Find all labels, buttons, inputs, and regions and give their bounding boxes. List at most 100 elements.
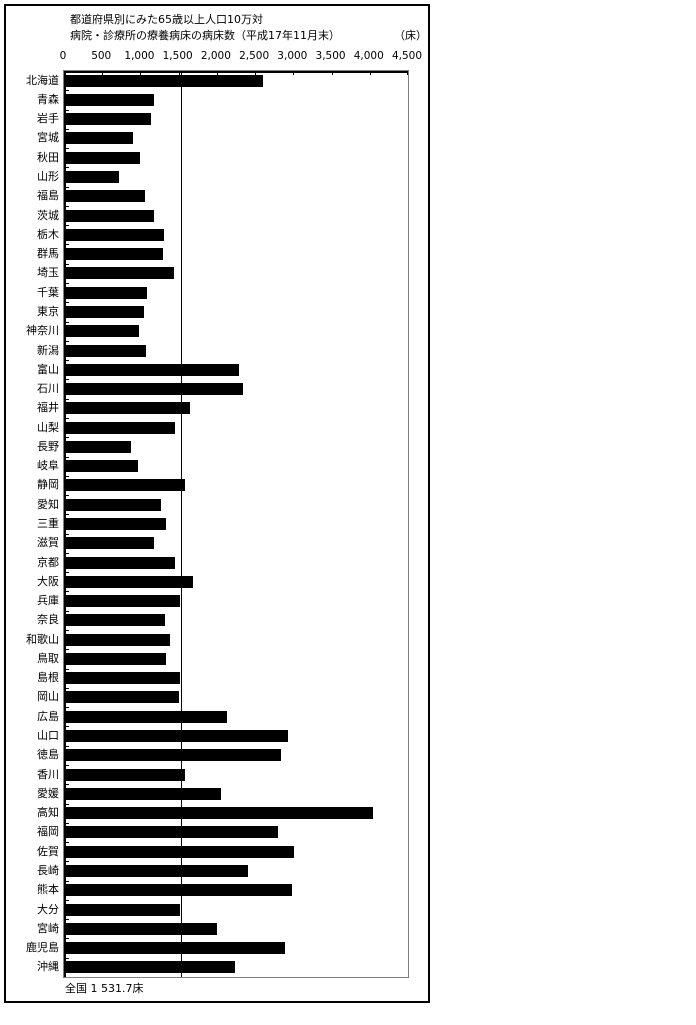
- category-label: 広島: [37, 709, 59, 723]
- bar: [65, 730, 288, 743]
- category-tick-mark: [64, 572, 69, 573]
- category-tick-mark: [64, 457, 69, 458]
- category-tick-mark: [64, 553, 69, 554]
- bar: [65, 575, 193, 588]
- chart-frame: 都道府県別にみた65歳以上人口10万対 病院・診療所の療養病床の病床数（平成17…: [4, 4, 430, 1003]
- x-axis-tick-label: 4,500: [391, 50, 423, 62]
- category-label: 北海道: [26, 73, 59, 87]
- category-tick-mark: [64, 611, 69, 612]
- bar: [65, 691, 179, 704]
- bar: [65, 884, 292, 897]
- category-label: 大阪: [37, 574, 59, 588]
- bar: [65, 190, 145, 203]
- x-axis-tick-label: 4,000: [353, 50, 384, 62]
- bar: [65, 710, 227, 723]
- category-tick-mark: [64, 167, 69, 168]
- category-tick-mark: [64, 919, 69, 920]
- category-tick-mark: [64, 476, 69, 477]
- bar: [65, 845, 294, 858]
- x-axis-line: [64, 71, 408, 73]
- category-label: 愛媛: [37, 786, 59, 800]
- category-tick-mark: [64, 669, 69, 670]
- bar: [65, 595, 180, 608]
- bar: [65, 672, 180, 685]
- national-average-reference-line: [181, 71, 182, 977]
- category-tick-mark: [64, 495, 69, 496]
- category-tick-mark: [64, 823, 69, 824]
- bar: [65, 286, 147, 299]
- bar: [65, 518, 166, 530]
- category-label: 群馬: [37, 247, 59, 261]
- bar: [65, 826, 278, 839]
- x-axis-tick-label: 500: [91, 50, 112, 62]
- category-label: 鳥取: [37, 651, 59, 665]
- x-tick-mark: [140, 71, 142, 75]
- category-label: 鹿児島: [26, 941, 59, 955]
- x-axis: 0 500 1,000 1,500 2,000 2,500 3,000 3,500 4,000 4…: [59, 50, 422, 64]
- category-label: 高知: [37, 806, 59, 820]
- category-label: 奈良: [37, 613, 59, 627]
- category-tick-mark: [64, 726, 69, 727]
- category-label: 長野: [37, 439, 59, 453]
- category-label: 岐阜: [37, 459, 59, 473]
- bar: [65, 556, 175, 569]
- category-label: 宮崎: [37, 921, 59, 935]
- category-tick-mark: [64, 302, 69, 303]
- bar: [65, 864, 248, 877]
- category-label: 山形: [37, 170, 59, 184]
- category-tick-mark: [64, 225, 69, 226]
- x-axis-tick-label: 3,000: [277, 50, 308, 62]
- category-label: 熊本: [37, 883, 59, 897]
- bar: [65, 363, 239, 376]
- category-label: 東京: [37, 304, 59, 318]
- bar: [65, 132, 133, 145]
- bar: [65, 537, 154, 550]
- category-label: 宮城: [37, 131, 59, 145]
- category-label: 神奈川: [26, 324, 59, 338]
- category-label: 京都: [37, 555, 59, 569]
- x-tick-mark: [255, 71, 257, 75]
- x-axis-tick-label: 2,000: [200, 50, 231, 62]
- category-label: 香川: [37, 767, 59, 781]
- category-label: 青森: [37, 92, 59, 106]
- category-label: 島根: [37, 671, 59, 685]
- category-tick-mark: [64, 399, 69, 400]
- category-label: 三重: [37, 517, 59, 530]
- category-label: 秋田: [37, 150, 59, 164]
- category-tick-mark: [64, 804, 69, 805]
- x-axis-tick-label: 0: [59, 50, 67, 62]
- category-tick-mark: [64, 379, 69, 380]
- chart-title-line2: 病院・診療所の療養病床の病床数（平成17年11月末）: [70, 29, 340, 42]
- unit-label: （床）: [394, 29, 427, 42]
- bar: [65, 903, 180, 916]
- bar: [65, 344, 146, 357]
- bar: [65, 652, 166, 665]
- bar: [65, 440, 131, 453]
- category-tick-mark: [64, 148, 69, 149]
- x-tick-mark: [331, 71, 333, 75]
- x-axis-tick-label: 3,500: [315, 50, 346, 62]
- category-tick-mark: [64, 746, 69, 747]
- category-tick-mark: [64, 649, 69, 650]
- plot-area: [63, 70, 409, 978]
- category-label: 徳島: [37, 748, 59, 762]
- category-label: 大分: [37, 902, 59, 916]
- category-label: 山梨: [37, 420, 59, 434]
- bar: [65, 479, 185, 492]
- category-tick-mark: [64, 283, 69, 284]
- category-label: 埼玉: [37, 266, 59, 280]
- bar: [65, 922, 217, 935]
- x-axis-tick-label: 1,500: [162, 50, 193, 62]
- bar: [65, 402, 190, 415]
- category-tick-mark: [64, 591, 69, 592]
- category-tick-mark: [64, 765, 69, 766]
- category-tick-mark: [64, 842, 69, 843]
- bar: [65, 248, 163, 261]
- category-tick-mark: [64, 688, 69, 689]
- bar: [65, 421, 175, 434]
- bar: [65, 633, 170, 646]
- category-tick-mark: [64, 322, 69, 323]
- bar: [65, 787, 221, 800]
- x-tick-mark: [178, 71, 180, 75]
